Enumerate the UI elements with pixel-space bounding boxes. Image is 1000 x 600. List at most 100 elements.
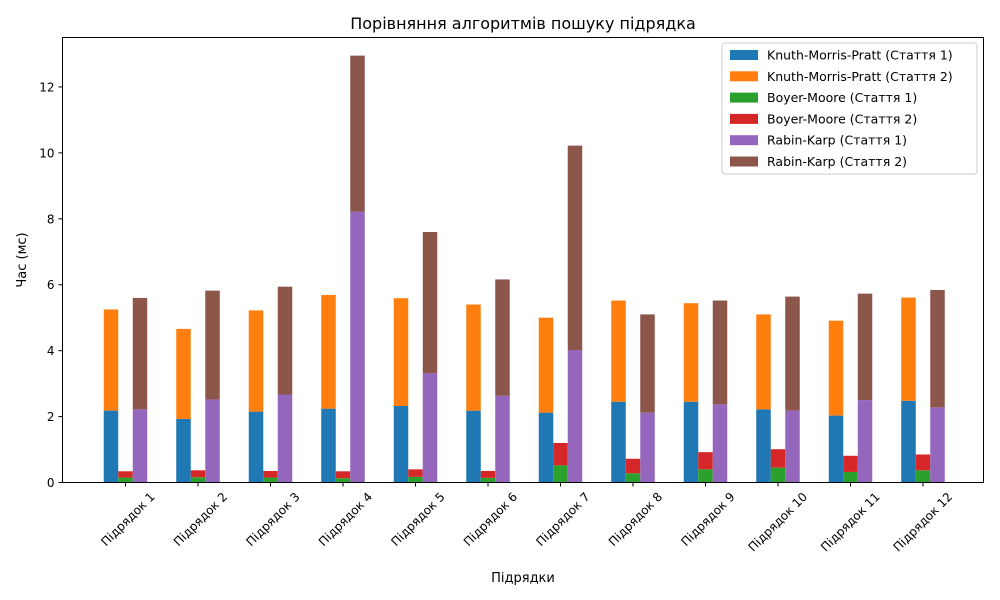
x-axis: Підрядок 1 Підрядок 2 Підрядок 3 Підрядок 4… bbox=[98, 482, 955, 555]
bar-series-1-cat-9 bbox=[683, 303, 699, 402]
bar-series-4-cat-10 bbox=[785, 410, 800, 483]
bar-series-4-cat-3 bbox=[277, 394, 293, 483]
legend-label: Boyer-Moore (Стаття 1) bbox=[767, 90, 917, 105]
bar-series-4-cat-7 bbox=[567, 349, 583, 483]
bar-series-4-cat-1 bbox=[132, 409, 148, 483]
bar-series-4-cat-12 bbox=[930, 407, 945, 483]
x-tick-label: Підрядок 12 bbox=[890, 490, 955, 555]
bar-series-3-cat-6 bbox=[480, 470, 496, 478]
bar-series-2-cat-7 bbox=[553, 465, 568, 483]
bar-series-5-cat-11 bbox=[857, 293, 873, 401]
bar-series-0-cat-10 bbox=[756, 409, 771, 483]
bar-series-1-cat-2 bbox=[176, 328, 191, 419]
bar-series-0-cat-9 bbox=[683, 401, 699, 483]
bar-series-2-cat-9 bbox=[698, 469, 713, 483]
legend: Knuth-Morris-Pratt (Стаття 1) Knuth-Morri… bbox=[721, 42, 978, 175]
bar-series-2-cat-2 bbox=[190, 477, 206, 483]
x-tick-label: Підрядок 6 bbox=[461, 490, 520, 549]
legend-box bbox=[721, 42, 978, 175]
legend-swatch bbox=[730, 156, 758, 167]
bar-series-1-cat-6 bbox=[466, 304, 481, 411]
x-tick-label: Підрядок 5 bbox=[388, 490, 447, 549]
legend-swatch bbox=[730, 92, 758, 103]
y-tick-label: 2 bbox=[47, 410, 55, 424]
bar-series-5-cat-5 bbox=[422, 231, 438, 374]
legend-swatch bbox=[730, 50, 758, 60]
y-tick-label: 6 bbox=[47, 278, 55, 292]
bar-series-2-cat-3 bbox=[263, 477, 278, 483]
bar-series-5-cat-8 bbox=[640, 314, 655, 413]
bar-series-5-cat-4 bbox=[350, 55, 365, 212]
legend-label: Rabin-Karp (Стаття 1) bbox=[767, 133, 907, 148]
bar-series-2-cat-10 bbox=[770, 467, 786, 483]
x-tick-label: Підрядок 10 bbox=[745, 490, 810, 555]
bar-series-4-cat-5 bbox=[422, 373, 438, 483]
x-tick-label: Підрядок 9 bbox=[678, 490, 737, 549]
bar-series-0-cat-8 bbox=[611, 401, 626, 483]
bar-series-1-cat-5 bbox=[393, 298, 409, 407]
bar-series-2-cat-11 bbox=[843, 471, 858, 483]
x-tick-label: Підрядок 8 bbox=[606, 490, 665, 549]
bar-series-5-cat-12 bbox=[930, 289, 945, 408]
y-tick-label: 12 bbox=[39, 80, 54, 94]
y-axis: 0 2 4 6 8 10 12 bbox=[39, 80, 63, 490]
bar-series-0-cat-2 bbox=[176, 418, 191, 483]
bar-series-5-cat-10 bbox=[785, 296, 800, 411]
bar-series-5-cat-7 bbox=[567, 145, 583, 350]
x-tick-label: Підрядок 7 bbox=[533, 490, 592, 549]
bar-series-0-cat-4 bbox=[321, 408, 336, 483]
bar-series-4-cat-9 bbox=[712, 404, 728, 483]
bar-series-1-cat-4 bbox=[321, 294, 336, 409]
legend-label: Knuth-Morris-Pratt (Стаття 2) bbox=[767, 69, 953, 84]
x-tick-label: Підрядок 11 bbox=[818, 490, 883, 555]
legend-label: Knuth-Morris-Pratt (Стаття 1) bbox=[767, 48, 953, 63]
bar-series-1-cat-1 bbox=[103, 309, 119, 411]
y-tick-label: 8 bbox=[47, 212, 55, 226]
bar-series-5-cat-1 bbox=[132, 297, 148, 410]
legend-swatch bbox=[730, 135, 758, 146]
bar-series-1-cat-7 bbox=[538, 317, 554, 413]
bar-series-5-cat-6 bbox=[495, 279, 510, 396]
bar-series-3-cat-7 bbox=[553, 442, 568, 466]
bar-series-1-cat-8 bbox=[611, 300, 626, 402]
bar-series-2-cat-1 bbox=[118, 477, 133, 483]
y-axis-label: Час (мс) bbox=[15, 232, 30, 287]
legend-label: Rabin-Karp (Стаття 2) bbox=[767, 154, 907, 169]
bar-series-0-cat-7 bbox=[538, 412, 554, 483]
bar-series-3-cat-11 bbox=[843, 455, 858, 472]
bar-series-2-cat-12 bbox=[915, 470, 931, 483]
bar-series-3-cat-5 bbox=[408, 469, 423, 477]
bar-series-1-cat-12 bbox=[901, 297, 916, 401]
bar-series-0-cat-5 bbox=[393, 406, 409, 483]
bar-series-5-cat-2 bbox=[205, 290, 220, 400]
bar-series-5-cat-9 bbox=[712, 300, 728, 405]
bar-series-4-cat-2 bbox=[205, 399, 220, 483]
y-tick-label: 0 bbox=[47, 476, 55, 490]
chart-title: Порівняння алгоритмів пошуку підрядка bbox=[350, 14, 696, 33]
bar-series-3-cat-12 bbox=[915, 454, 931, 471]
bar-series-0-cat-1 bbox=[103, 410, 119, 483]
bar-series-2-cat-4 bbox=[335, 478, 351, 483]
y-tick-label: 10 bbox=[39, 146, 54, 160]
bar-series-3-cat-2 bbox=[190, 470, 206, 478]
bar-series-4-cat-11 bbox=[857, 400, 873, 483]
bar-series-2-cat-8 bbox=[625, 473, 641, 483]
bar-series-0-cat-3 bbox=[248, 411, 264, 483]
x-axis-label: Підрядки bbox=[491, 571, 555, 586]
bar-series-3-cat-8 bbox=[625, 458, 641, 474]
legend-label: Boyer-Moore (Стаття 2) bbox=[767, 111, 917, 126]
bar-series-3-cat-9 bbox=[698, 452, 713, 470]
bar-series-3-cat-3 bbox=[263, 470, 278, 478]
plot-frame bbox=[62, 37, 984, 483]
bar-series-2-cat-5 bbox=[408, 476, 423, 483]
bar-series-3-cat-4 bbox=[335, 471, 351, 479]
bars-layer bbox=[103, 55, 945, 483]
bar-series-0-cat-12 bbox=[901, 400, 916, 483]
bar-series-4-cat-4 bbox=[350, 211, 365, 483]
bar-series-4-cat-8 bbox=[640, 412, 655, 483]
x-tick-label: Підрядок 1 bbox=[98, 490, 157, 549]
bar-series-3-cat-1 bbox=[118, 471, 133, 478]
x-tick-label: Підрядок 3 bbox=[243, 490, 302, 549]
legend-swatch bbox=[730, 71, 758, 82]
